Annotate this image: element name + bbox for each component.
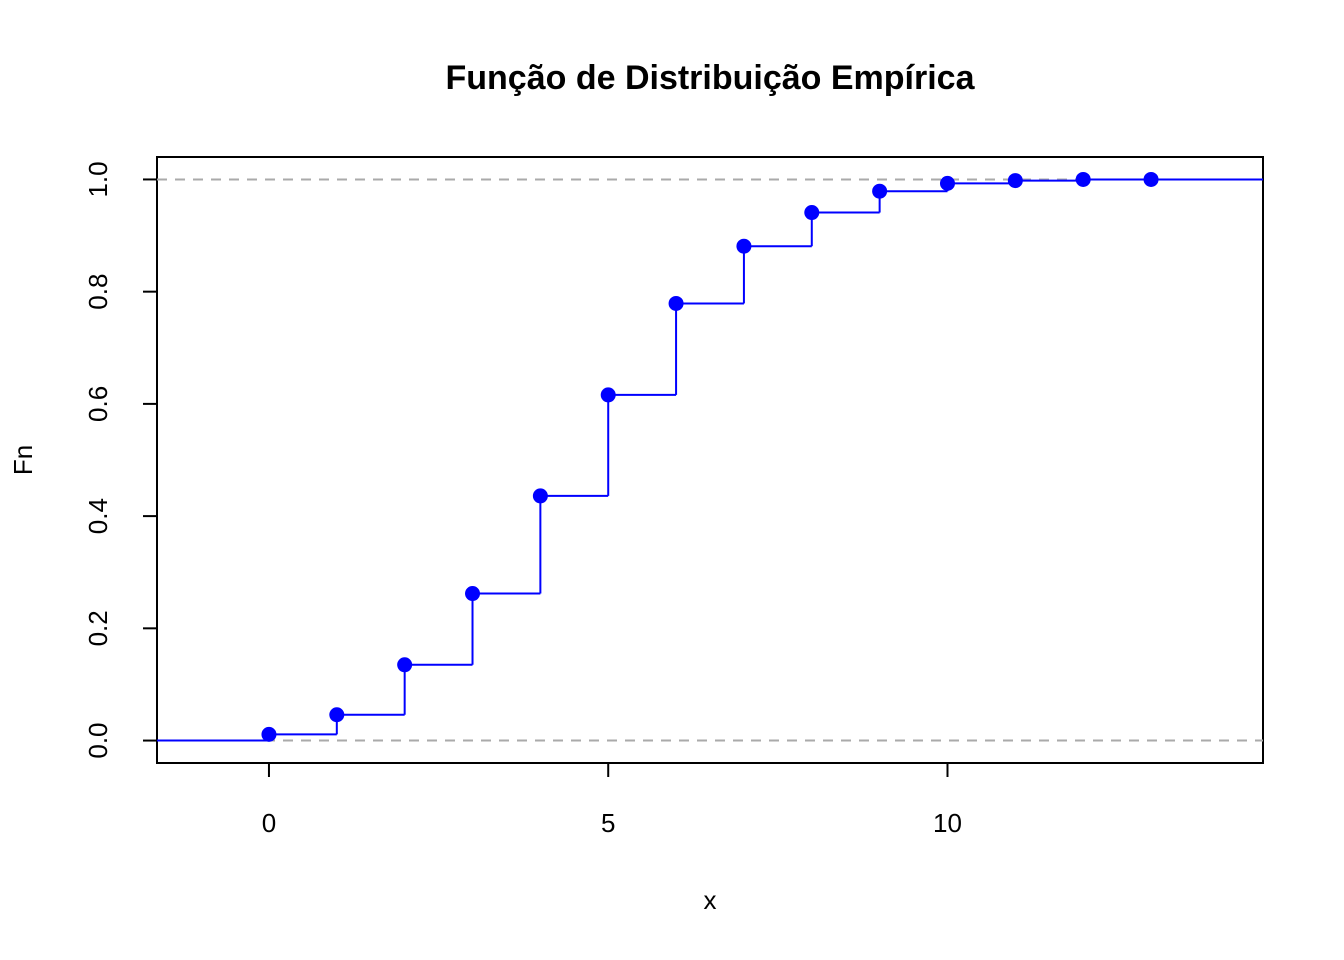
y-tick-label: 0.8 (83, 274, 113, 310)
chart-title: Função de Distribuição Empírica (445, 59, 975, 97)
point (1075, 171, 1091, 187)
point (532, 488, 548, 504)
y-tick-label: 0.0 (83, 722, 113, 758)
point (465, 586, 481, 602)
x-tick-label: 5 (601, 808, 615, 838)
point (736, 238, 752, 254)
point (668, 295, 684, 311)
point (872, 183, 888, 199)
point (804, 205, 820, 221)
point (939, 175, 955, 191)
y-tick-label: 0.2 (83, 610, 113, 646)
point (329, 707, 345, 723)
point (600, 387, 616, 403)
x-axis-label: x (704, 885, 717, 915)
point (397, 657, 413, 673)
point (261, 726, 277, 742)
y-tick-label: 0.4 (83, 498, 113, 534)
x-tick-label: 0 (262, 808, 276, 838)
y-axis-label: Fn (8, 445, 38, 475)
y-tick-label: 1.0 (83, 161, 113, 197)
x-tick-label: 10 (933, 808, 962, 838)
point (1143, 171, 1159, 187)
point (1007, 173, 1023, 189)
plot-frame (156, 156, 1264, 764)
y-tick-label: 0.6 (83, 386, 113, 422)
